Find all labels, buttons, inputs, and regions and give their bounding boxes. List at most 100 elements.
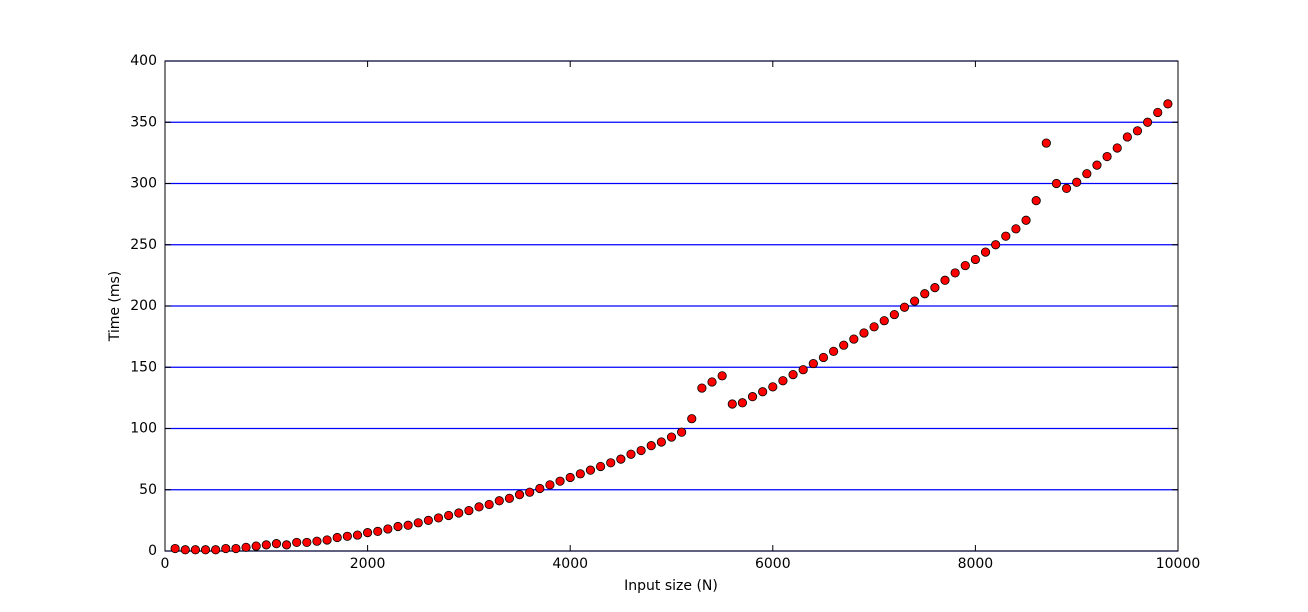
point xyxy=(454,508,464,518)
point xyxy=(879,316,889,326)
point xyxy=(433,513,444,523)
point xyxy=(788,369,798,380)
point xyxy=(1011,224,1021,234)
point xyxy=(211,545,221,555)
point xyxy=(970,254,981,265)
point xyxy=(889,309,899,320)
point xyxy=(1072,177,1082,187)
point xyxy=(606,458,616,468)
point xyxy=(808,358,818,369)
point xyxy=(514,490,525,500)
y-tick-label: 50 xyxy=(139,482,157,498)
point xyxy=(980,247,991,257)
x-tick-label: 10000 xyxy=(1156,556,1201,572)
point xyxy=(1082,169,1092,179)
point xyxy=(1153,107,1163,118)
point xyxy=(677,427,687,437)
point xyxy=(251,541,261,551)
point xyxy=(170,543,180,554)
point xyxy=(818,352,829,363)
point xyxy=(190,545,200,555)
point xyxy=(646,441,656,451)
point xyxy=(960,260,970,271)
point xyxy=(302,537,312,548)
y-tick-label: 350 xyxy=(130,114,157,130)
point xyxy=(444,510,454,521)
y-axis-label: Time (ms) xyxy=(107,271,123,343)
point xyxy=(383,524,393,534)
point xyxy=(758,387,768,397)
point xyxy=(737,398,748,408)
x-tick-label: 2000 xyxy=(350,556,386,572)
point xyxy=(849,334,859,344)
point xyxy=(1163,99,1173,109)
point xyxy=(859,328,869,338)
point xyxy=(656,437,666,447)
point xyxy=(1112,143,1122,153)
point xyxy=(342,531,352,541)
point xyxy=(231,543,241,554)
point xyxy=(393,521,403,532)
x-axis-label: Input size (N) xyxy=(624,578,718,594)
point xyxy=(595,461,606,472)
y-tick-label: 300 xyxy=(130,176,157,192)
point xyxy=(930,283,940,293)
point xyxy=(545,480,555,490)
point xyxy=(717,371,727,381)
point xyxy=(292,537,302,548)
point xyxy=(778,376,788,386)
point xyxy=(1021,215,1031,225)
point xyxy=(555,476,565,486)
point xyxy=(423,515,433,525)
point xyxy=(899,302,910,312)
point xyxy=(727,399,737,409)
point xyxy=(585,465,596,475)
point xyxy=(413,518,423,528)
point xyxy=(626,449,636,459)
point xyxy=(180,545,190,555)
point xyxy=(798,365,808,375)
point xyxy=(1001,231,1011,241)
point xyxy=(373,526,383,537)
point xyxy=(565,472,575,483)
point xyxy=(687,414,697,424)
point xyxy=(1122,132,1132,142)
point xyxy=(352,530,363,540)
point xyxy=(910,296,920,306)
point xyxy=(261,540,271,550)
point xyxy=(200,545,211,555)
point xyxy=(1061,183,1072,193)
point xyxy=(747,392,758,402)
point xyxy=(1031,196,1041,206)
point xyxy=(535,483,545,494)
point xyxy=(991,240,1001,250)
x-tick-label: 4000 xyxy=(552,556,588,572)
x-tick-label: 6000 xyxy=(755,556,791,572)
point xyxy=(494,496,504,506)
point xyxy=(1041,138,1051,148)
point xyxy=(281,540,292,550)
y-tick-label: 200 xyxy=(130,298,157,314)
point xyxy=(828,346,839,356)
x-tick-label: 8000 xyxy=(958,556,994,572)
point xyxy=(575,469,585,479)
plot-frame xyxy=(164,60,1179,552)
point xyxy=(403,520,413,530)
point xyxy=(616,454,626,464)
point xyxy=(464,505,474,516)
y-tick-label: 250 xyxy=(130,237,157,253)
point xyxy=(1102,151,1112,162)
point xyxy=(1143,117,1153,127)
point xyxy=(362,528,373,538)
point xyxy=(666,432,677,442)
point xyxy=(1051,178,1062,189)
point xyxy=(636,445,646,456)
point xyxy=(869,322,879,332)
y-tick-label: 0 xyxy=(148,543,157,559)
point xyxy=(474,502,484,512)
point xyxy=(697,383,707,393)
point xyxy=(1092,160,1102,170)
y-tick-label: 150 xyxy=(130,359,157,375)
